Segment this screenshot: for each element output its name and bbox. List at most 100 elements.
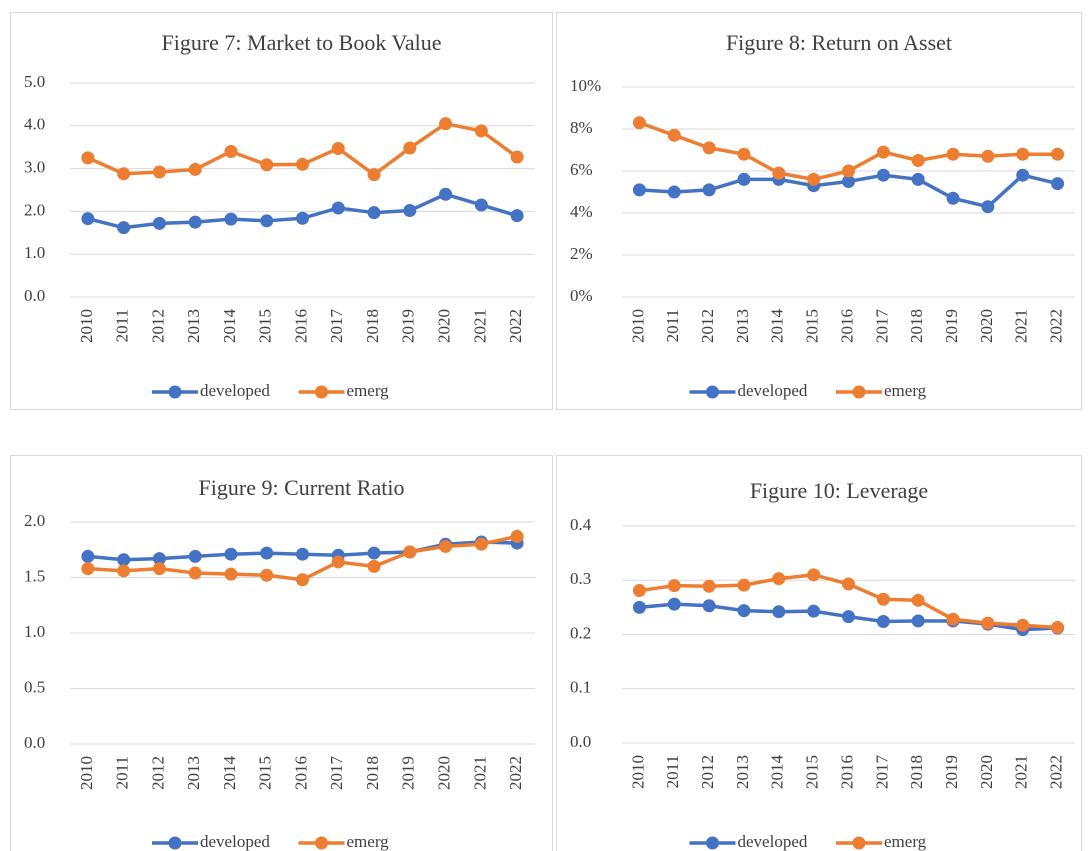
x-tick-label: 2014 (768, 755, 787, 790)
data-point (876, 168, 890, 182)
data-point (224, 144, 238, 158)
data-point (632, 116, 646, 130)
data-point (188, 215, 202, 229)
data-point (260, 546, 274, 560)
data-point (667, 579, 681, 593)
x-tick-label: 2019 (399, 309, 418, 343)
data-point (702, 141, 716, 155)
data-point (117, 553, 131, 567)
y-tick-label: 0.1 (570, 678, 591, 697)
chart-title: Figure 10: Leverage (750, 478, 928, 503)
data-point (117, 221, 131, 235)
panel-border (10, 455, 553, 851)
x-tick-label: 2016 (837, 755, 856, 789)
data-point (403, 204, 417, 218)
data-point (1016, 168, 1030, 182)
data-point (1016, 147, 1030, 161)
x-tick-label: 2013 (733, 309, 752, 343)
legend-label: developed (200, 381, 270, 400)
data-point (331, 141, 345, 155)
data-point (367, 206, 381, 220)
y-tick-label: 0.0 (570, 732, 591, 751)
data-point (911, 593, 925, 607)
y-tick-label: 0.4 (570, 515, 592, 534)
x-tick-label: 2019 (942, 309, 961, 343)
data-point (702, 183, 716, 197)
data-point (474, 537, 488, 551)
y-tick-label: 2% (570, 244, 593, 263)
y-tick-label: 6% (570, 160, 593, 179)
x-tick-label: 2022 (1046, 755, 1065, 789)
data-point (842, 175, 855, 188)
data-point (632, 600, 646, 614)
x-tick-label: 2018 (907, 309, 926, 343)
data-point (876, 614, 890, 628)
x-tick-label: 2012 (148, 756, 167, 790)
chart-panel: Figure 7: Market to Book Value 0.0 1.0 2.0 3… (10, 12, 553, 410)
legend-marker (168, 385, 182, 399)
chart-title: Figure 7: Market to Book Value (161, 30, 441, 55)
data-point (81, 212, 95, 226)
data-point (946, 191, 960, 205)
chart-panel: Figure 9: Current Ratio 0.0 0.5 1.0 1.5 2.0 20… (10, 455, 553, 851)
x-tick-label: 2015 (256, 756, 275, 790)
x-tick-label: 2021 (470, 309, 489, 343)
data-point (702, 599, 716, 613)
data-point (842, 164, 855, 178)
x-tick-label: 2011 (113, 756, 132, 789)
legend-label: emerg (884, 381, 927, 400)
x-tick-label: 2019 (399, 756, 418, 790)
data-point (667, 597, 681, 611)
x-tick-label: 2017 (872, 309, 891, 344)
chart-title: Figure 9: Current Ratio (199, 475, 405, 500)
data-point (842, 577, 855, 591)
x-tick-label: 2022 (506, 309, 525, 343)
chart-title: Figure 8: Return on Asset (726, 30, 952, 55)
x-tick-label: 2012 (148, 309, 167, 343)
x-tick-label: 2017 (872, 755, 891, 790)
y-tick-label: 0.0 (24, 733, 45, 752)
data-point (81, 549, 95, 563)
data-point (737, 147, 751, 161)
x-tick-label: 2014 (220, 756, 239, 791)
chart-panel: Figure 8: Return on Asset 0% 2% 4% 6% 8% 10% 20… (556, 12, 1082, 410)
data-point (367, 559, 381, 573)
data-point (260, 568, 274, 582)
x-tick-label: 2015 (803, 755, 822, 789)
data-point (403, 141, 417, 155)
data-point (772, 572, 786, 586)
x-tick-label: 2015 (256, 309, 275, 343)
x-tick-label: 2016 (837, 309, 856, 343)
chart-panel: Figure 10: Leverage 0.0 0.1 0.2 0.3 0.4 2010 20… (556, 455, 1082, 851)
x-tick-label: 2016 (291, 756, 310, 790)
data-point (296, 211, 309, 225)
legend-label: emerg (347, 381, 390, 400)
y-tick-label: 2.0 (24, 200, 45, 219)
data-point (1051, 147, 1065, 161)
legend-marker (852, 385, 866, 399)
legend-marker (168, 836, 182, 850)
data-point (946, 612, 960, 626)
legend-marker (706, 836, 719, 850)
data-point (188, 549, 202, 563)
x-tick-label: 2010 (77, 756, 96, 790)
data-point (474, 198, 488, 212)
y-tick-label: 0% (570, 286, 593, 305)
data-point (981, 149, 995, 163)
panel-border (556, 455, 1082, 851)
data-point (876, 592, 890, 606)
y-tick-label: 0.0 (24, 286, 45, 305)
legend-marker (315, 385, 328, 399)
x-tick-label: 2012 (698, 309, 717, 343)
data-point (772, 605, 786, 619)
x-tick-label: 2017 (327, 756, 346, 791)
x-tick-label: 2010 (628, 755, 647, 789)
x-tick-label: 2013 (184, 309, 203, 343)
x-tick-label: 2017 (327, 309, 346, 344)
legend-label: developed (738, 381, 808, 400)
data-point (510, 150, 524, 164)
y-tick-label: 1.0 (24, 243, 45, 262)
data-point (188, 162, 202, 176)
y-tick-label: 3.0 (24, 158, 45, 177)
